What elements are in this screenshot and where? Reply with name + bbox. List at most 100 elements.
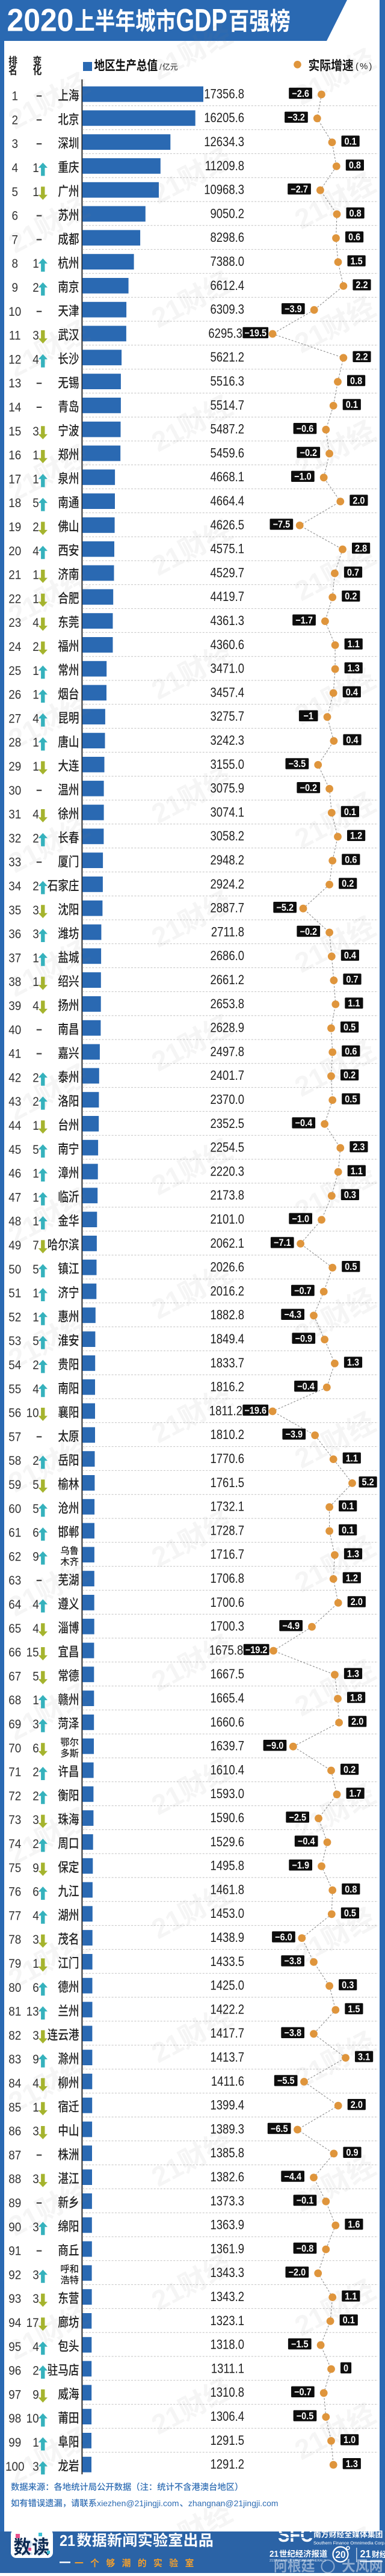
svg-text:−1: −1 [303, 711, 313, 722]
svg-text:0.8: 0.8 [345, 1884, 357, 1895]
svg-text:38: 38 [8, 975, 21, 989]
svg-text:9: 9 [11, 281, 18, 295]
svg-text:3: 3 [32, 2220, 39, 2234]
svg-text:1716.7: 1716.7 [211, 1548, 244, 1562]
svg-text:9: 9 [32, 1550, 39, 1564]
svg-text:1361.9: 1361.9 [211, 2242, 244, 2257]
svg-text:62: 62 [8, 1550, 21, 1564]
svg-text:64: 64 [8, 1598, 21, 1612]
svg-text:1665.4: 1665.4 [211, 1692, 244, 1706]
svg-text:2924.2: 2924.2 [211, 877, 244, 892]
svg-text:1675.8: 1675.8 [209, 1644, 243, 1658]
svg-text:5621.2: 5621.2 [211, 351, 244, 365]
svg-text:54: 54 [8, 1358, 21, 1372]
svg-text:−19.2: −19.2 [245, 1645, 268, 1656]
svg-text:76: 76 [8, 1885, 21, 1899]
svg-text:94: 94 [8, 2316, 21, 2330]
svg-text:8: 8 [11, 257, 18, 271]
svg-text:1816.2: 1816.2 [211, 1380, 244, 1394]
svg-text:1: 1 [32, 2101, 39, 2115]
svg-text:2101.0: 2101.0 [211, 1213, 244, 1227]
svg-text:−19.6: −19.6 [244, 1405, 266, 1416]
svg-text:98: 98 [8, 2412, 21, 2426]
svg-text:52: 52 [8, 1311, 21, 1325]
svg-text:100: 100 [5, 2460, 25, 2474]
svg-text:−0.7: −0.7 [294, 2387, 312, 2398]
svg-text:2: 2 [32, 1790, 39, 1804]
svg-text:12634.3: 12634.3 [204, 135, 244, 150]
svg-text:−7.1: −7.1 [274, 1237, 291, 1248]
svg-text:10968.3: 10968.3 [204, 183, 244, 197]
svg-text:20: 20 [335, 2549, 345, 2560]
svg-text:−4.9: −4.9 [282, 1621, 300, 1632]
svg-text:−1.7: −1.7 [295, 615, 313, 626]
svg-text:1425.0: 1425.0 [211, 1979, 244, 1993]
svg-text:1: 1 [32, 688, 39, 702]
svg-text:77: 77 [8, 1909, 21, 1923]
svg-text:21: 21 [146, 44, 188, 86]
svg-text:−0.2: −0.2 [300, 783, 317, 793]
svg-text:4419.7: 4419.7 [211, 590, 244, 605]
svg-text:0: 0 [343, 2363, 348, 2374]
svg-text:1: 1 [32, 975, 39, 989]
svg-text:21: 21 [146, 1283, 188, 1325]
svg-text:0.4: 0.4 [346, 687, 359, 698]
svg-text:79: 79 [8, 1957, 21, 1971]
svg-text:1: 1 [32, 1167, 39, 1181]
svg-text:2711.8: 2711.8 [211, 925, 244, 940]
svg-text:21: 21 [289, 2300, 331, 2342]
svg-text:3: 3 [32, 2172, 39, 2186]
svg-text:−19.5: −19.5 [244, 328, 266, 339]
svg-text:0.4: 0.4 [344, 951, 357, 961]
svg-text:1.1: 1.1 [346, 1453, 359, 1464]
svg-text:2.2: 2.2 [356, 280, 368, 291]
svg-text:86: 86 [8, 2125, 21, 2139]
svg-text:0.4: 0.4 [346, 735, 359, 746]
svg-text:1433.5: 1433.5 [211, 1955, 244, 1969]
svg-text:7: 7 [32, 1239, 39, 1253]
svg-text:−0.4: −0.4 [295, 1118, 312, 1129]
svg-text:21: 21 [289, 689, 331, 731]
svg-text:20: 20 [8, 544, 21, 558]
svg-text:21: 21 [8, 569, 21, 582]
svg-text:1411.6: 1411.6 [211, 2074, 244, 2089]
svg-text:4: 4 [32, 544, 39, 558]
svg-text:2653.8: 2653.8 [211, 997, 244, 1011]
svg-text:73: 73 [8, 1813, 21, 1827]
svg-text:39: 39 [8, 999, 21, 1013]
svg-text:3275.7: 3275.7 [211, 710, 244, 724]
svg-text:−3.8: −3.8 [284, 1956, 301, 1967]
svg-text:10: 10 [26, 2412, 39, 2426]
svg-text:3155.0: 3155.0 [211, 757, 244, 772]
svg-text:1706.8: 1706.8 [211, 1572, 244, 1586]
svg-text:0.3: 0.3 [342, 1980, 354, 1991]
svg-text:0.3: 0.3 [344, 1190, 357, 1201]
svg-text:1833.7: 1833.7 [211, 1356, 244, 1370]
svg-text:11209.8: 11209.8 [205, 159, 244, 173]
svg-text:21: 21 [146, 292, 188, 334]
svg-text:37: 37 [8, 952, 21, 966]
svg-text:1732.1: 1732.1 [211, 1500, 244, 1514]
svg-text:2.0: 2.0 [351, 2100, 363, 2110]
svg-text:−5.5: −5.5 [277, 2075, 295, 2086]
svg-text:55: 55 [8, 1382, 21, 1396]
svg-text:49: 49 [8, 1239, 21, 1253]
svg-text:29: 29 [8, 760, 21, 774]
svg-text:−5.2: −5.2 [276, 902, 294, 913]
svg-text:2.8: 2.8 [355, 543, 368, 554]
svg-text:1323.1: 1323.1 [211, 2314, 244, 2328]
svg-text:3: 3 [32, 1813, 39, 1827]
svg-text:59: 59 [8, 1478, 21, 1492]
svg-text:71: 71 [8, 1766, 21, 1779]
svg-text:51: 51 [8, 1287, 21, 1301]
svg-text:78: 78 [8, 1933, 21, 1947]
svg-text:−0.9: −0.9 [295, 1334, 312, 1345]
svg-text:21: 21 [289, 813, 331, 855]
svg-text:0.5: 0.5 [345, 1262, 357, 1272]
svg-text:3: 3 [32, 2029, 39, 2043]
svg-text:2.3: 2.3 [353, 1142, 365, 1153]
svg-text:1.8: 1.8 [350, 1693, 363, 1704]
svg-text:21: 21 [146, 1159, 188, 1201]
svg-text:1: 1 [32, 952, 39, 966]
svg-text:−7.5: −7.5 [273, 519, 291, 530]
